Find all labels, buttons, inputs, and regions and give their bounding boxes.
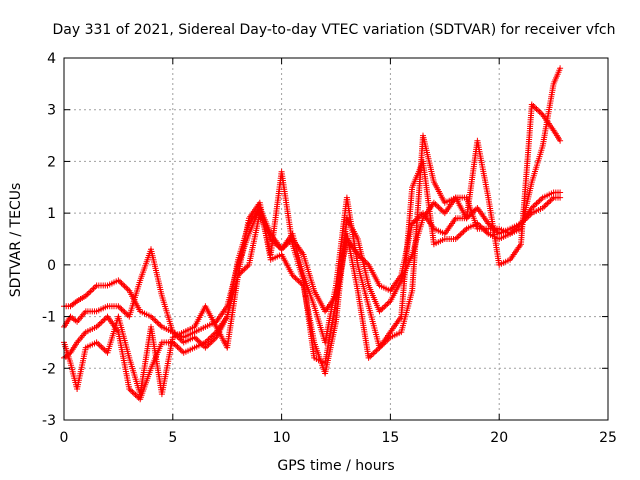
x-tick-label: 25 — [599, 430, 617, 446]
data-series-3 — [61, 101, 564, 398]
y-tick-label: 4 — [47, 51, 56, 67]
data-series-layer — [61, 65, 564, 403]
x-tick-label: 15 — [381, 430, 399, 446]
x-tick-label: 10 — [273, 430, 291, 446]
x-tick-label: 0 — [60, 430, 69, 446]
data-series-4 — [61, 65, 564, 403]
y-tick-label: 0 — [47, 258, 56, 274]
y-tick-label: -3 — [42, 413, 56, 429]
data-point — [557, 194, 564, 201]
plot-frame — [63, 57, 609, 421]
x-tick-label: 20 — [490, 430, 508, 446]
y-tick-label: -2 — [42, 361, 56, 377]
y-tick-label: 3 — [47, 103, 56, 119]
x-tick-label: 5 — [168, 430, 177, 446]
data-point — [557, 137, 564, 144]
chart-title: Day 331 of 2021, Sidereal Day-to-day VTE… — [52, 22, 615, 38]
axis-ticks: 0 5 10 15 20 25 -3 -2 -1 0 1 2 3 4 — [42, 51, 617, 446]
series-track — [63, 102, 561, 395]
y-tick-label: 1 — [47, 206, 56, 222]
y-tick-label: -1 — [42, 310, 56, 326]
data-point — [557, 65, 564, 72]
data-point — [557, 189, 564, 196]
y-tick-label: 2 — [47, 154, 56, 170]
x-axis-label: GPS time / hours — [277, 458, 394, 474]
y-axis-label: SDTVAR / TECUs — [8, 183, 24, 298]
